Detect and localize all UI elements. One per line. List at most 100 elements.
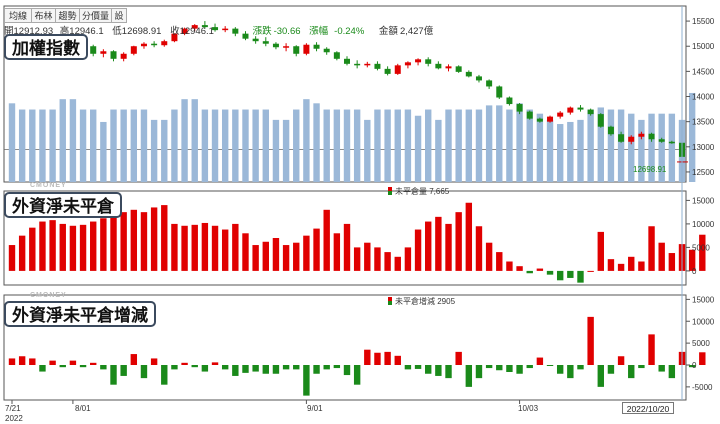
volume-bar: [79, 109, 87, 182]
net-change-bar: [587, 316, 594, 365]
net-change-bar: [485, 365, 493, 369]
net-open-legend-label: 未平倉量: [395, 187, 427, 196]
candle-body: [313, 44, 320, 49]
index-panel-title: 加權指數: [4, 34, 88, 60]
net-open-bar: [293, 242, 300, 271]
net-change-bar: [333, 365, 341, 369]
low-label: 低: [112, 26, 122, 37]
net-open-bar: [59, 223, 66, 271]
net-open-bar: [658, 242, 665, 271]
volume-bar: [516, 103, 523, 182]
net-change-bar: [404, 365, 412, 370]
candle-body: [120, 53, 127, 59]
open-value: 12912.93: [13, 26, 54, 37]
legend-swatch-icon: [388, 297, 392, 305]
candle-body: [303, 44, 310, 54]
volume-bar: [404, 109, 412, 182]
y-tick-label: 5000: [692, 243, 710, 252]
net-change-bar: [668, 365, 676, 379]
volume-bar: [577, 119, 584, 182]
net-open-bar: [303, 235, 310, 271]
candle-body: [486, 80, 493, 87]
candle-body: [557, 112, 564, 117]
x-label-sep: 9/01: [307, 404, 323, 413]
net-change-bar: [90, 362, 97, 365]
net-change-legend-label: 未平倉增減: [395, 297, 435, 306]
net-open-bar: [201, 222, 209, 271]
net-change-bar: [252, 365, 259, 372]
net-open-bar: [323, 209, 330, 271]
candle-body: [364, 63, 371, 66]
candle-body: [140, 43, 147, 47]
net-open-bar: [262, 241, 269, 271]
volume-bar: [414, 115, 422, 182]
volume-bar: [282, 119, 290, 182]
net-change-bar: [699, 352, 706, 365]
net-open-bar: [374, 247, 381, 271]
y-tick-label: 10000: [692, 317, 715, 326]
volume-bar: [587, 109, 594, 182]
candle-body: [293, 46, 300, 54]
volume-bar: [29, 109, 36, 182]
close-label: 收: [170, 26, 180, 37]
net-change-bar: [221, 365, 229, 370]
net-change-bar: [282, 365, 290, 370]
net-open-bar: [587, 270, 594, 272]
volume-bar: [201, 109, 209, 182]
candle-body: [445, 66, 452, 69]
net-open-bar: [638, 261, 645, 271]
net-open-bar: [475, 226, 483, 271]
net-change-bar: [628, 365, 635, 379]
candle-body: [130, 46, 137, 54]
net-open-bar: [161, 205, 168, 271]
volume-bar: [120, 109, 127, 182]
net-change-bar: [211, 362, 219, 365]
net-open-bar: [536, 268, 544, 271]
net-open-bar: [252, 245, 259, 271]
candle-body: [333, 52, 340, 59]
price-volume-button[interactable]: 分價量: [79, 8, 112, 23]
net-open-bar: [465, 202, 473, 271]
low-value: 12698.91: [121, 26, 162, 37]
candle-body: [648, 133, 655, 140]
net-change-panel-title: 外資淨未平倉增減: [4, 301, 156, 327]
volume-bar: [638, 119, 645, 182]
net-change-bar: [648, 334, 655, 365]
net-change-bar: [658, 365, 665, 372]
candle-body: [618, 134, 625, 142]
candle-body: [547, 116, 554, 122]
volume-bar: [394, 109, 401, 182]
net-change-bar: [59, 365, 66, 368]
trend-button[interactable]: 趨勢: [55, 8, 80, 23]
net-change-bar: [242, 365, 249, 373]
candle-body: [212, 27, 219, 31]
candle-body: [394, 65, 401, 74]
volume-bar: [496, 105, 503, 182]
volume-bar: [69, 99, 77, 182]
volume-bar: [161, 119, 168, 182]
watermark-logo: CMONEY: [30, 182, 67, 189]
net-open-bar: [140, 212, 148, 271]
y-tick-label: 15000: [692, 295, 715, 304]
net-open-bar: [211, 225, 219, 271]
net-open-bar: [272, 238, 280, 271]
candle-body: [151, 43, 158, 46]
candle-body: [323, 48, 330, 53]
bollinger-button[interactable]: 布林: [31, 8, 56, 23]
ma-button[interactable]: 均線: [4, 8, 32, 23]
candle-body: [628, 136, 635, 142]
net-change-bar: [140, 365, 148, 379]
net-open-bar: [628, 256, 635, 271]
net-open-bar: [29, 227, 36, 271]
candle-body: [252, 38, 259, 42]
candle-body: [577, 107, 584, 110]
candle-body: [475, 76, 482, 81]
volume-bar: [374, 109, 381, 182]
net-open-bar: [90, 221, 97, 271]
net-open-bar: [648, 226, 655, 271]
settings-button[interactable]: 設: [111, 8, 127, 23]
net-change-bar: [293, 365, 300, 370]
y-tick-label: 0: [692, 267, 697, 276]
high-label: 高: [59, 26, 70, 37]
